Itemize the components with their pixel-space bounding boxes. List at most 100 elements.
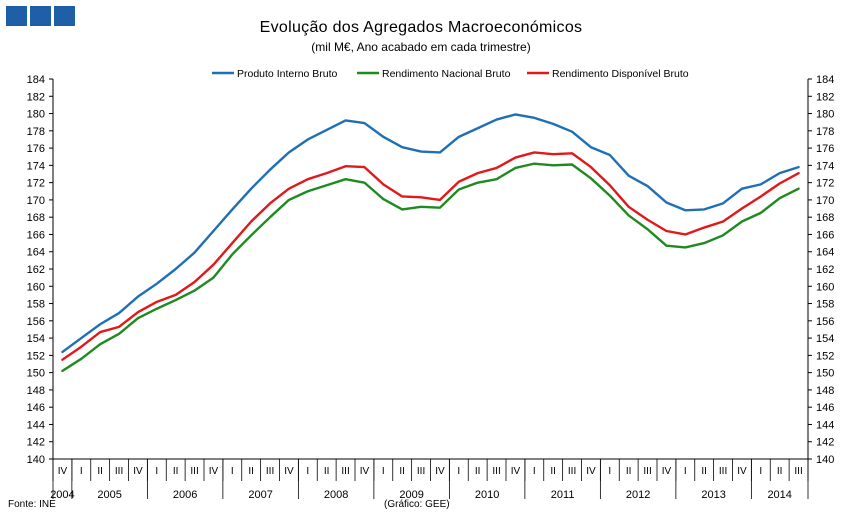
y-tick-label-left: 182	[27, 91, 45, 103]
x-quarter-label: III	[190, 466, 198, 477]
x-year-label: 2012	[626, 489, 650, 501]
x-quarter-label: III	[719, 466, 727, 477]
y-tick-label-left: 146	[27, 402, 45, 414]
x-quarter-label: IV	[360, 466, 370, 477]
logo-square-2	[30, 6, 51, 26]
brand-logo	[6, 6, 75, 26]
x-quarter-label: IV	[209, 466, 219, 477]
y-tick-label-right: 170	[816, 195, 834, 207]
y-tick-label-right: 158	[816, 299, 834, 311]
x-year-label: 2005	[97, 489, 121, 501]
y-tick-label-right: 154	[816, 333, 834, 345]
y-tick-label-left: 168	[27, 212, 45, 224]
y-tick-label-left: 144	[27, 419, 45, 431]
y-tick-label-right: 162	[816, 264, 834, 276]
y-tick-label-right: 166	[816, 229, 834, 241]
y-tick-label-left: 180	[27, 109, 45, 121]
chart-subtitle: (mil M€, Ano acabado em cada trimestre)	[311, 40, 531, 54]
y-tick-label-right: 180	[816, 109, 834, 121]
y-tick-label-left: 176	[27, 143, 45, 155]
y-tick-label-right: 142	[816, 437, 834, 449]
y-tick-label-right: 178	[816, 126, 834, 138]
x-quarter-label: I	[533, 466, 536, 477]
x-quarter-label: I	[457, 466, 460, 477]
y-tick-label-right: 148	[816, 385, 834, 397]
x-quarter-label: I	[608, 466, 611, 477]
y-tick-label-left: 164	[27, 247, 45, 259]
y-tick-label-left: 140	[27, 454, 45, 466]
y-tick-label-right: 174	[816, 160, 834, 172]
y-tick-label-left: 150	[27, 368, 45, 380]
x-quarter-label: III	[568, 466, 576, 477]
x-quarter-label: I	[382, 466, 385, 477]
x-year-label: 2007	[248, 489, 272, 501]
y-tick-label-left: 174	[27, 160, 45, 172]
x-quarter-label: II	[550, 466, 556, 477]
y-tick-label-right: 152	[816, 350, 834, 362]
y-tick-label-right: 184	[816, 74, 834, 86]
y-tick-label-right: 156	[816, 316, 834, 328]
x-quarter-label: I	[759, 466, 762, 477]
x-quarter-label: III	[643, 466, 651, 477]
x-quarter-label: II	[173, 466, 179, 477]
x-quarter-label: I	[231, 466, 234, 477]
x-year-label: 2014	[767, 489, 791, 501]
x-quarter-label: II	[626, 466, 632, 477]
y-tick-label-left: 172	[27, 178, 45, 190]
y-tick-label-left: 184	[27, 74, 45, 86]
credit-note: (Gráfico: GEE)	[384, 499, 450, 510]
source-note: Fonte: INE	[8, 499, 56, 510]
y-tick-label-right: 160	[816, 281, 834, 293]
y-tick-label-left: 156	[27, 316, 45, 328]
x-year-label: 2011	[551, 489, 575, 501]
y-tick-label-right: 164	[816, 247, 834, 259]
x-quarter-label: III	[341, 466, 349, 477]
legend-label-1: Produto Interno Bruto	[237, 68, 338, 80]
y-tick-label-left: 170	[27, 195, 45, 207]
x-quarter-label: III	[266, 466, 274, 477]
x-quarter-label: II	[777, 466, 783, 477]
x-quarter-label: IV	[133, 466, 143, 477]
chart-title: Evolução dos Agregados Macroeconómicos	[259, 19, 583, 36]
x-quarter-label: I	[80, 466, 83, 477]
x-year-label: 2006	[173, 489, 197, 501]
legend-label-2: Rendimento Nacional Bruto	[382, 68, 511, 80]
x-year-label: 2013	[701, 489, 725, 501]
y-tick-label-left: 152	[27, 350, 45, 362]
x-quarter-label: I	[684, 466, 687, 477]
y-tick-label-right: 144	[816, 419, 834, 431]
x-quarter-label: III	[492, 466, 500, 477]
x-year-label: 2008	[324, 489, 348, 501]
y-tick-label-right: 172	[816, 178, 834, 190]
series-line-1	[61, 113, 800, 354]
y-tick-label-right: 168	[816, 212, 834, 224]
x-year-label: 2010	[475, 489, 499, 501]
y-tick-label-left: 148	[27, 385, 45, 397]
y-tick-label-right: 146	[816, 402, 834, 414]
x-quarter-label: III	[115, 466, 123, 477]
x-quarter-label: II	[97, 466, 103, 477]
x-quarter-label: II	[324, 466, 330, 477]
x-quarter-label: IV	[662, 466, 672, 477]
x-quarter-label: III	[794, 466, 802, 477]
x-year-label: 2009	[399, 489, 423, 501]
x-quarter-label: IV	[586, 466, 596, 477]
x-quarter-label: I	[155, 466, 158, 477]
logo-square-1	[6, 6, 27, 26]
x-quarter-label: I	[306, 466, 309, 477]
y-tick-label-left: 154	[27, 333, 45, 345]
series-line-2	[61, 162, 800, 373]
x-quarter-label: III	[417, 466, 425, 477]
y-tick-label-left: 158	[27, 299, 45, 311]
y-tick-label-left: 178	[27, 126, 45, 138]
y-tick-label-left: 166	[27, 229, 45, 241]
series-line-3	[61, 151, 800, 361]
x-quarter-label: IV	[511, 466, 521, 477]
x-quarter-label: II	[399, 466, 405, 477]
y-tick-label-left: 142	[27, 437, 45, 449]
y-tick-label-right: 176	[816, 143, 834, 155]
x-quarter-label: II	[475, 466, 481, 477]
x-quarter-label: II	[248, 466, 254, 477]
x-quarter-label: II	[701, 466, 707, 477]
y-tick-label-right: 140	[816, 454, 834, 466]
